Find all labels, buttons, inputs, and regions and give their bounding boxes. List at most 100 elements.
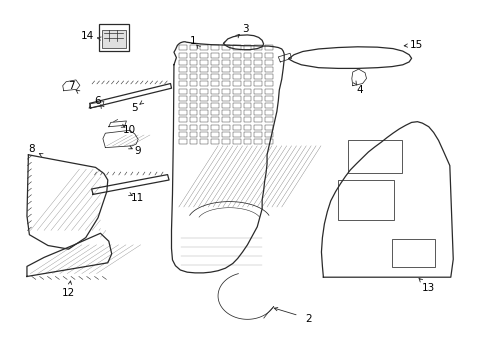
Bar <box>254 89 262 94</box>
Bar <box>222 125 230 130</box>
Bar <box>211 103 219 108</box>
Bar <box>244 103 251 108</box>
Bar <box>211 132 219 137</box>
Bar <box>254 60 262 65</box>
Bar <box>254 125 262 130</box>
Bar <box>190 132 197 137</box>
Bar <box>254 53 262 58</box>
Bar <box>222 103 230 108</box>
Bar <box>254 110 262 115</box>
Bar <box>179 96 187 101</box>
Bar <box>265 81 273 86</box>
Bar <box>200 89 208 94</box>
Bar <box>254 74 262 79</box>
Text: 8: 8 <box>28 144 35 154</box>
Bar <box>200 74 208 79</box>
Bar <box>265 96 273 101</box>
Bar <box>265 89 273 94</box>
Bar <box>200 132 208 137</box>
Bar <box>211 96 219 101</box>
Bar <box>190 103 197 108</box>
Bar <box>265 67 273 72</box>
Text: 15: 15 <box>410 40 423 50</box>
Bar <box>190 60 197 65</box>
Bar <box>211 53 219 58</box>
Bar <box>200 45 208 50</box>
Bar <box>211 60 219 65</box>
Bar <box>233 139 241 144</box>
Bar <box>254 96 262 101</box>
Bar <box>244 125 251 130</box>
Bar <box>244 96 251 101</box>
Bar <box>222 53 230 58</box>
Text: 5: 5 <box>131 103 138 113</box>
Bar <box>244 139 251 144</box>
Bar <box>179 125 187 130</box>
Bar <box>265 60 273 65</box>
Bar <box>244 110 251 115</box>
Bar <box>200 117 208 122</box>
Bar <box>179 89 187 94</box>
Bar <box>179 139 187 144</box>
Bar <box>190 117 197 122</box>
Text: 9: 9 <box>134 146 141 156</box>
Text: 1: 1 <box>190 36 197 46</box>
Bar <box>254 103 262 108</box>
Text: 11: 11 <box>130 193 144 203</box>
Text: 12: 12 <box>62 288 75 298</box>
Bar <box>233 96 241 101</box>
Bar <box>211 45 219 50</box>
Bar <box>233 74 241 79</box>
Bar <box>233 132 241 137</box>
Bar <box>222 89 230 94</box>
Bar <box>222 74 230 79</box>
Bar <box>244 53 251 58</box>
Bar <box>244 132 251 137</box>
Bar <box>200 60 208 65</box>
Bar <box>265 110 273 115</box>
Bar <box>200 110 208 115</box>
Bar <box>244 74 251 79</box>
Bar <box>233 125 241 130</box>
Text: 10: 10 <box>123 125 136 135</box>
Bar <box>211 89 219 94</box>
Bar <box>265 103 273 108</box>
Bar <box>222 132 230 137</box>
Bar <box>265 45 273 50</box>
Bar <box>222 117 230 122</box>
Bar <box>265 125 273 130</box>
Bar <box>211 139 219 144</box>
Bar <box>233 103 241 108</box>
Bar <box>265 53 273 58</box>
Bar <box>233 45 241 50</box>
Bar <box>233 81 241 86</box>
Bar <box>102 30 126 48</box>
Bar <box>179 117 187 122</box>
Bar <box>254 67 262 72</box>
Bar <box>222 81 230 86</box>
Bar <box>338 180 394 220</box>
Bar <box>179 132 187 137</box>
Bar <box>265 139 273 144</box>
Bar <box>233 60 241 65</box>
Bar <box>244 45 251 50</box>
Bar <box>211 67 219 72</box>
Bar <box>233 67 241 72</box>
Bar <box>392 239 435 267</box>
Bar <box>200 125 208 130</box>
Bar <box>200 103 208 108</box>
Bar <box>99 24 129 51</box>
Bar <box>200 96 208 101</box>
Bar <box>233 53 241 58</box>
Bar <box>200 139 208 144</box>
Bar <box>222 45 230 50</box>
Bar <box>179 67 187 72</box>
Text: 6: 6 <box>95 96 101 106</box>
Bar <box>200 67 208 72</box>
Bar <box>244 67 251 72</box>
Text: 4: 4 <box>357 85 364 95</box>
Bar <box>190 74 197 79</box>
Bar <box>244 60 251 65</box>
Bar <box>211 110 219 115</box>
Text: 13: 13 <box>422 283 436 293</box>
